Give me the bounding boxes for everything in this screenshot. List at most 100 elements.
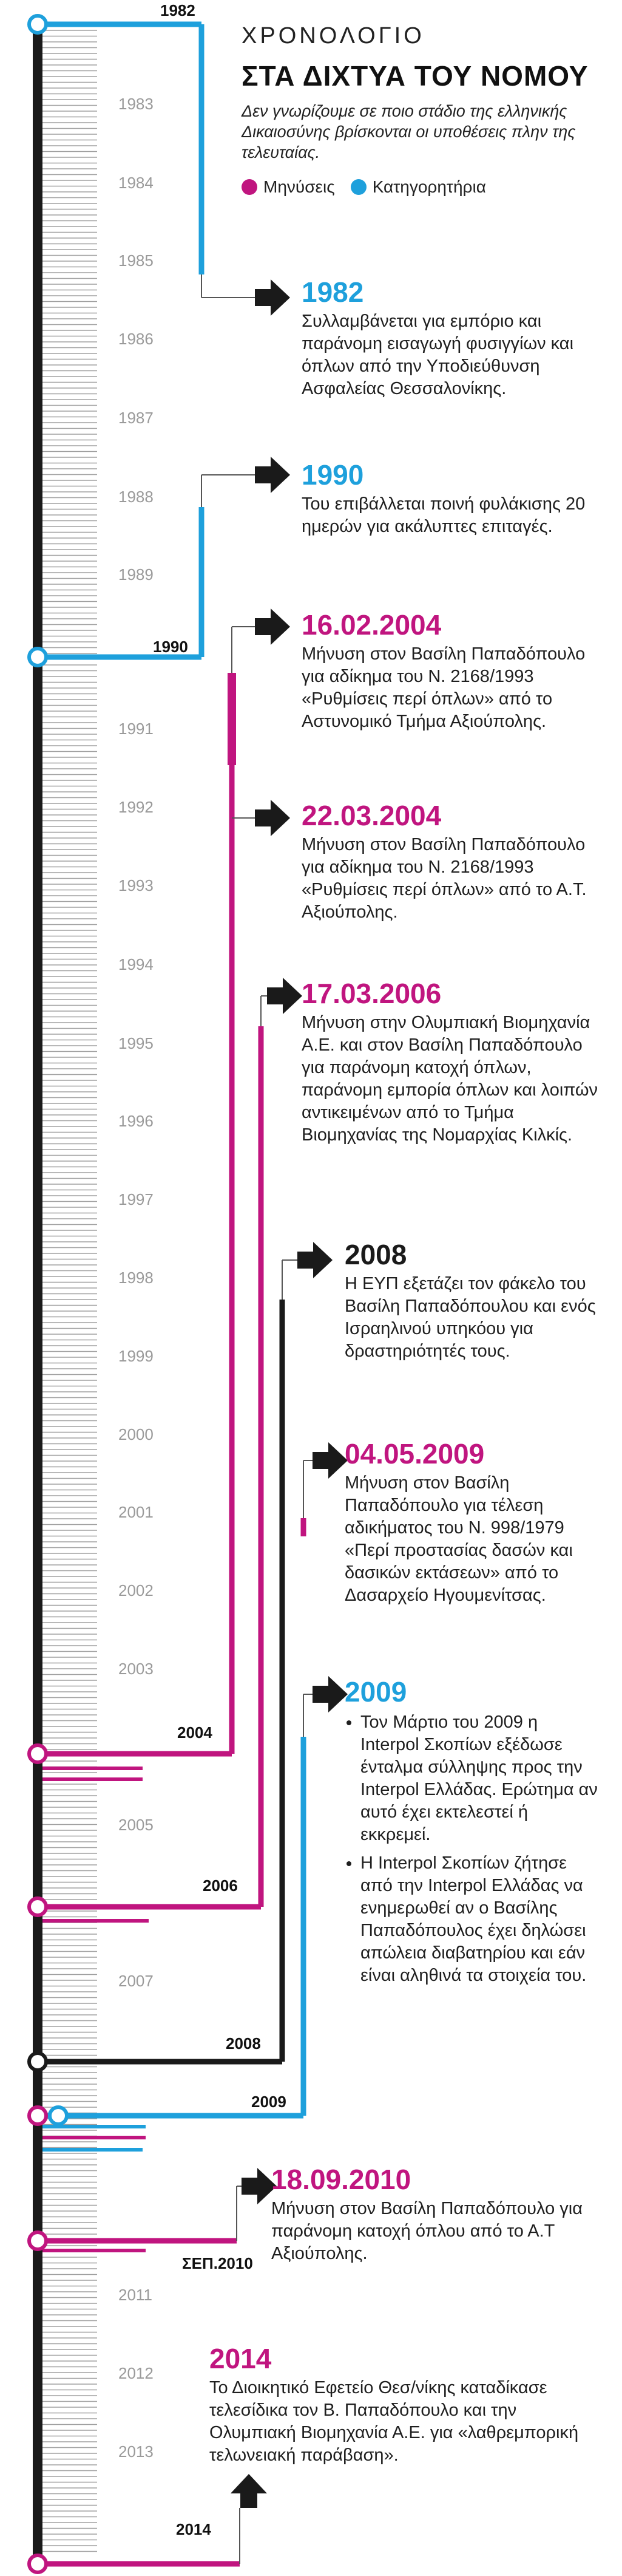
year-label: 2005 — [118, 1816, 154, 1834]
year-label: 1984 — [118, 174, 154, 192]
arrow-icon — [242, 2168, 277, 2204]
timeline-markers — [27, 14, 69, 2574]
event-card-1990: 1990 Του επιβάλλεται ποινή φυλάκισης 20 … — [302, 459, 605, 538]
arrow-icon — [267, 978, 302, 1014]
timeline-ticks — [42, 30, 97, 2552]
arrow-icon — [255, 457, 290, 493]
header-kicker: ΧΡΟΝΟΛΟΓΙΟ — [242, 23, 425, 49]
event-card-16-02-2004: 16.02.2004 Μήνυση στον Βασίλη Παπαδόπουλ… — [302, 609, 599, 733]
arrow-icon — [231, 2474, 267, 2508]
year-label: 1983 — [118, 95, 154, 113]
end-label-2008: 2008 — [226, 2034, 261, 2053]
year-label: 1998 — [118, 1269, 154, 1287]
year-label: 2007 — [118, 1972, 154, 1990]
event-card-2008: 2008 Η ΕΥΠ εξετάζει τον φάκελο του Βασίλ… — [345, 1239, 600, 1363]
year-label: 1992 — [118, 798, 154, 816]
arrow-icon — [297, 1242, 333, 1278]
year-label: 1989 — [118, 565, 154, 584]
year-labels: 1983 1984 1985 1986 1987 1988 1989 1991 1992 1993… — [118, 95, 154, 2461]
event-marker-circle — [27, 2554, 48, 2574]
event-desc: Μήνυση στον Βασίλη Παπαδόπουλο για παράν… — [271, 2199, 583, 2263]
legend-label-indictments: Κατηγορητήρια — [372, 177, 486, 196]
year-label: 1996 — [118, 1112, 154, 1130]
arrow-icon — [313, 1676, 348, 1712]
event-bullets: Τον Μάρτιο του 2009 η Interpol Σκοπίων ε… — [345, 1711, 600, 1987]
end-label-1982: 1982 — [160, 1, 195, 19]
year-label: 1986 — [118, 330, 154, 348]
legend-label-lawsuits: Μηνύσεις — [263, 177, 335, 196]
legend: Μηνύσεις Κατηγορητήρια — [242, 177, 502, 197]
event-desc: Το Διοικητικό Εφετείο Θεσ/νίκης καταδίκα… — [209, 2378, 579, 2465]
event-marker-circle — [27, 2051, 48, 2072]
event-bullet: Η Interpol Σκοπίων ζήτησε από την Interp… — [360, 1852, 600, 1987]
legend-swatch-magenta — [242, 179, 257, 195]
event-card-22-03-2004: 22.03.2004 Μήνυση στον Βασίλη Παπαδόπουλ… — [302, 800, 599, 924]
event-desc: Μήνυση στον Βασίλη Παπαδόπουλο για τέλεσ… — [345, 1473, 573, 1605]
event-card-2009: 2009 Τον Μάρτιο του 2009 η Interpol Σκοπ… — [345, 1676, 600, 1993]
event-date: 2014 — [209, 2343, 272, 2374]
year-label: 1988 — [118, 488, 154, 506]
event-bullet: Τον Μάρτιο του 2009 η Interpol Σκοπίων ε… — [360, 1711, 600, 1846]
event-date: 18.09.2010 — [271, 2164, 411, 2195]
header-subtitle: Δεν γνωρίζουμε σε ποιο στάδιο της ελληνι… — [242, 102, 576, 162]
legend-item-lawsuits: Μηνύσεις — [242, 177, 335, 197]
event-date: 1982 — [302, 276, 364, 308]
legend-item-indictments: Κατηγορητήρια — [350, 177, 486, 197]
end-label-2006: 2006 — [203, 1876, 238, 1895]
year-label: 2001 — [118, 1503, 154, 1521]
year-label: 1985 — [118, 251, 154, 270]
arrow-icon — [255, 279, 290, 316]
end-label-2004: 2004 — [177, 1723, 212, 1742]
legend-swatch-blue — [350, 179, 367, 195]
end-label-2014: 2014 — [176, 2520, 211, 2538]
event-desc: Μήνυση στην Ολυμπιακή Βιομηχανία Α.Ε. κα… — [302, 1013, 598, 1145]
event-desc: Μήνυση στον Βασίλη Παπαδόπουλο για αδίκη… — [302, 644, 586, 731]
arrow-icon — [313, 1442, 348, 1479]
event-date: 16.02.2004 — [302, 609, 442, 641]
event-date: 04.05.2009 — [345, 1438, 485, 1470]
end-label-sep-2010: ΣΕΠ.2010 — [182, 2254, 253, 2272]
year-label: 1997 — [118, 1190, 154, 1208]
header-title: ΣΤΑ ΔΙΧΤΥΑ ΤΟΥ ΝΟΜΟΥ — [242, 60, 589, 92]
year-label: 2012 — [118, 2364, 154, 2382]
end-label-2009: 2009 — [251, 2093, 286, 2111]
year-label: 2000 — [118, 1425, 154, 1443]
event-date: 22.03.2004 — [302, 800, 442, 831]
event-marker-circle — [27, 1743, 48, 1764]
event-marker-circle — [27, 647, 48, 667]
event-card-1982: 1982 Συλλαμβάνεται για εμπόριο και παράν… — [302, 276, 605, 400]
year-label: 2011 — [118, 2286, 152, 2304]
event-date: 1990 — [302, 459, 364, 491]
year-label: 2013 — [118, 2442, 154, 2461]
event-desc: Συλλαμβάνεται για εμπόριο και παράνομη ε… — [302, 312, 574, 398]
year-label: 1995 — [118, 1034, 154, 1052]
year-label: 1987 — [118, 409, 154, 427]
end-label-1990: 1990 — [153, 638, 188, 656]
year-label: 2002 — [118, 1581, 154, 1600]
arrow-icon — [255, 800, 290, 836]
event-date: 2009 — [345, 1676, 407, 1708]
event-card-2014: 2014 Το Διοικητικό Εφετείο Θεσ/νίκης κατ… — [209, 2343, 604, 2467]
event-desc: Του επιβάλλεται ποινή φυλάκισης 20 ημερώ… — [302, 494, 586, 536]
year-label: 2003 — [118, 1660, 154, 1678]
year-label: 1991 — [118, 720, 154, 738]
event-arrows — [231, 279, 348, 2508]
arrow-icon — [255, 608, 290, 645]
event-desc: Μήνυση στον Βασίλη Παπαδόπουλο για αδίκη… — [302, 835, 587, 922]
event-card-18-09-2010: 18.09.2010 Μήνυση στον Βασίλη Παπαδόπουλ… — [271, 2164, 602, 2265]
event-marker-circle — [27, 14, 48, 35]
main-axis-bar — [33, 24, 42, 2563]
event-card-04-05-2009: 04.05.2009 Μήνυση στον Βασίλη Παπαδόπουλ… — [345, 1438, 600, 1607]
event-marker-circle — [48, 2105, 69, 2126]
event-date: 17.03.2006 — [302, 978, 442, 1009]
year-label: 1999 — [118, 1347, 154, 1365]
event-marker-circle — [27, 2105, 48, 2126]
event-desc: Η ΕΥΠ εξετάζει τον φάκελο του Βασίλη Παπ… — [345, 1274, 596, 1361]
event-card-17-03-2006: 17.03.2006 Μήνυση στην Ολυμπιακή Βιομηχα… — [302, 978, 599, 1147]
event-date: 2008 — [345, 1239, 407, 1270]
year-label: 1994 — [118, 955, 154, 973]
connector-lines — [38, 21, 313, 2567]
event-marker-circle — [27, 1896, 48, 1917]
year-label: 1993 — [118, 876, 154, 894]
